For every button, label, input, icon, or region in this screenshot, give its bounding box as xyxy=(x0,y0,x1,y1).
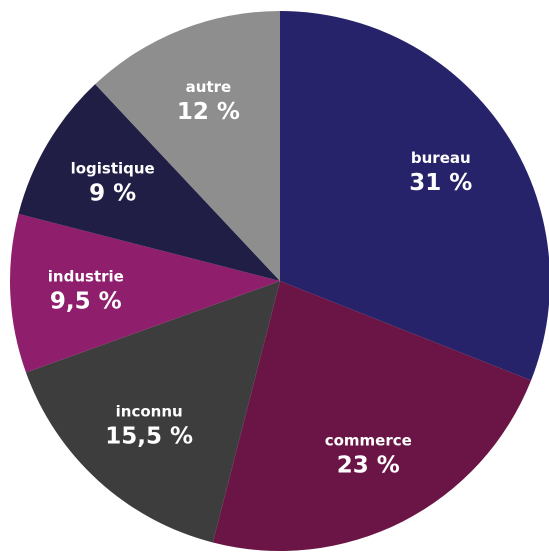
slice-label: industrie xyxy=(48,268,124,286)
value-label: 9,5 % xyxy=(50,289,122,315)
pie-slice xyxy=(25,281,281,543)
pie-slice xyxy=(212,281,532,551)
slice-label: logistique xyxy=(71,160,155,178)
slice-label: autre xyxy=(186,78,232,96)
value-label: 15,5 % xyxy=(105,423,193,449)
pie-slice xyxy=(280,11,549,381)
slice-label: bureau xyxy=(411,149,471,167)
slice-label: inconnu xyxy=(116,402,183,420)
value-label: 31 % xyxy=(409,170,472,196)
value-label: 12 % xyxy=(177,99,240,125)
pie-slice xyxy=(95,11,281,281)
value-label: 9 % xyxy=(89,181,136,207)
pie-slice xyxy=(18,84,281,282)
pie-slice xyxy=(10,213,280,373)
value-label: 23 % xyxy=(337,453,400,479)
slice-label: commerce xyxy=(325,432,412,450)
